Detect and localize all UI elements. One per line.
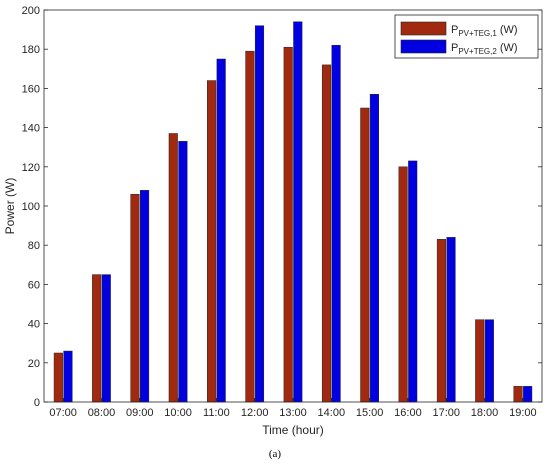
bar-series-1-0900	[130, 193, 140, 403]
bar-series-1-1600	[398, 166, 408, 403]
y-tick-label: 180	[22, 44, 40, 56]
legend-label-series-2: PPV+TEG,2 (W)	[451, 42, 518, 56]
legend-series-1-main: P	[451, 24, 458, 36]
bar-series-2-0700	[63, 350, 73, 403]
bar-series-2-1100	[216, 58, 226, 403]
x-axis-ticks: 07:00 08:00 09:00 10:00 11:00 12:00 13:00 14:00…	[49, 398, 537, 419]
bar-series-2-0900	[140, 190, 150, 403]
x-tick-label: 16:00	[394, 407, 422, 419]
bar-series-2-1800	[484, 319, 494, 403]
legend-series-2-sub: PV+TEG,2	[458, 47, 497, 56]
x-tick-label: 12:00	[241, 407, 269, 419]
bar-series-2-1200	[254, 25, 265, 403]
y-tick-label: 20	[28, 358, 40, 370]
bar-series-2-1900	[523, 386, 533, 403]
legend-series-1-sub: PV+TEG,1	[458, 29, 497, 38]
x-tick-label: 07:00	[49, 407, 77, 419]
x-tick-label: 17:00	[432, 407, 460, 419]
y-tick-label: 80	[28, 240, 40, 252]
bar-series-2-1000	[178, 141, 188, 403]
plot-frame	[43, 9, 543, 403]
y-tick-label: 120	[22, 162, 40, 174]
bar-series-1-1200	[245, 50, 255, 403]
bar-series-1-1500	[360, 107, 370, 403]
legend-series-2-unit: (W)	[500, 42, 518, 54]
y-axis-ticks: 0 20 40 60 80 100 120 140 160 180 200	[22, 5, 542, 409]
y-tick-label: 140	[22, 123, 40, 135]
x-tick-label: 14:00	[318, 407, 346, 419]
y-tick-label: 0	[34, 397, 40, 409]
x-tick-label: 10:00	[164, 407, 192, 419]
y-tick-label: 100	[22, 201, 40, 213]
x-tick-label: 13:00	[279, 407, 307, 419]
legend-swatch-series-2	[400, 39, 447, 54]
bar-series-2-0800	[101, 274, 111, 403]
x-tick-label: 11:00	[203, 407, 230, 419]
bar-series-1-1400	[321, 64, 332, 403]
y-tick-label: 40	[28, 319, 40, 331]
bar-series-1-1000	[168, 133, 178, 403]
legend-label-series-1: PPV+TEG,1 (W)	[451, 24, 518, 38]
bar-series-2-1600	[408, 160, 418, 403]
x-tick-label: 19:00	[509, 407, 537, 419]
y-tick-label: 60	[28, 279, 40, 291]
plot-area	[44, 10, 542, 402]
legend: PPV+TEG,1 (W) PPV+TEG,2 (W)	[394, 14, 539, 59]
bar-series-1-0800	[92, 274, 102, 403]
x-tick-label: 08:00	[88, 407, 116, 419]
figure-caption: (a)	[269, 448, 282, 460]
bar-series-1-1700	[436, 239, 446, 403]
bar-series-1-0700	[53, 352, 63, 403]
legend-swatch-series-1	[400, 21, 447, 36]
x-tick-label: 15:00	[356, 407, 384, 419]
bar-series-1-1300	[283, 46, 293, 403]
bar-series-2-1400	[331, 45, 341, 403]
bar-series-1-1900	[513, 386, 523, 403]
y-tick-label: 200	[22, 5, 40, 17]
bar-series-1-1800	[475, 319, 485, 403]
x-tick-label: 18:00	[471, 407, 499, 419]
bar-series-1-1100	[207, 80, 217, 403]
y-axis-title: Power (W)	[3, 178, 17, 235]
x-tick-label: 09:00	[126, 407, 154, 419]
bar-series-2-1500	[369, 94, 379, 403]
bar-series-2-1700	[446, 237, 456, 403]
y-tick-label: 160	[22, 83, 40, 95]
legend-series-1-unit: (W)	[500, 24, 518, 36]
bars-group	[53, 21, 533, 403]
legend-series-2-main: P	[451, 42, 458, 54]
bar-series-2-1300	[293, 21, 303, 403]
x-axis-title: Time (hour)	[262, 423, 324, 437]
